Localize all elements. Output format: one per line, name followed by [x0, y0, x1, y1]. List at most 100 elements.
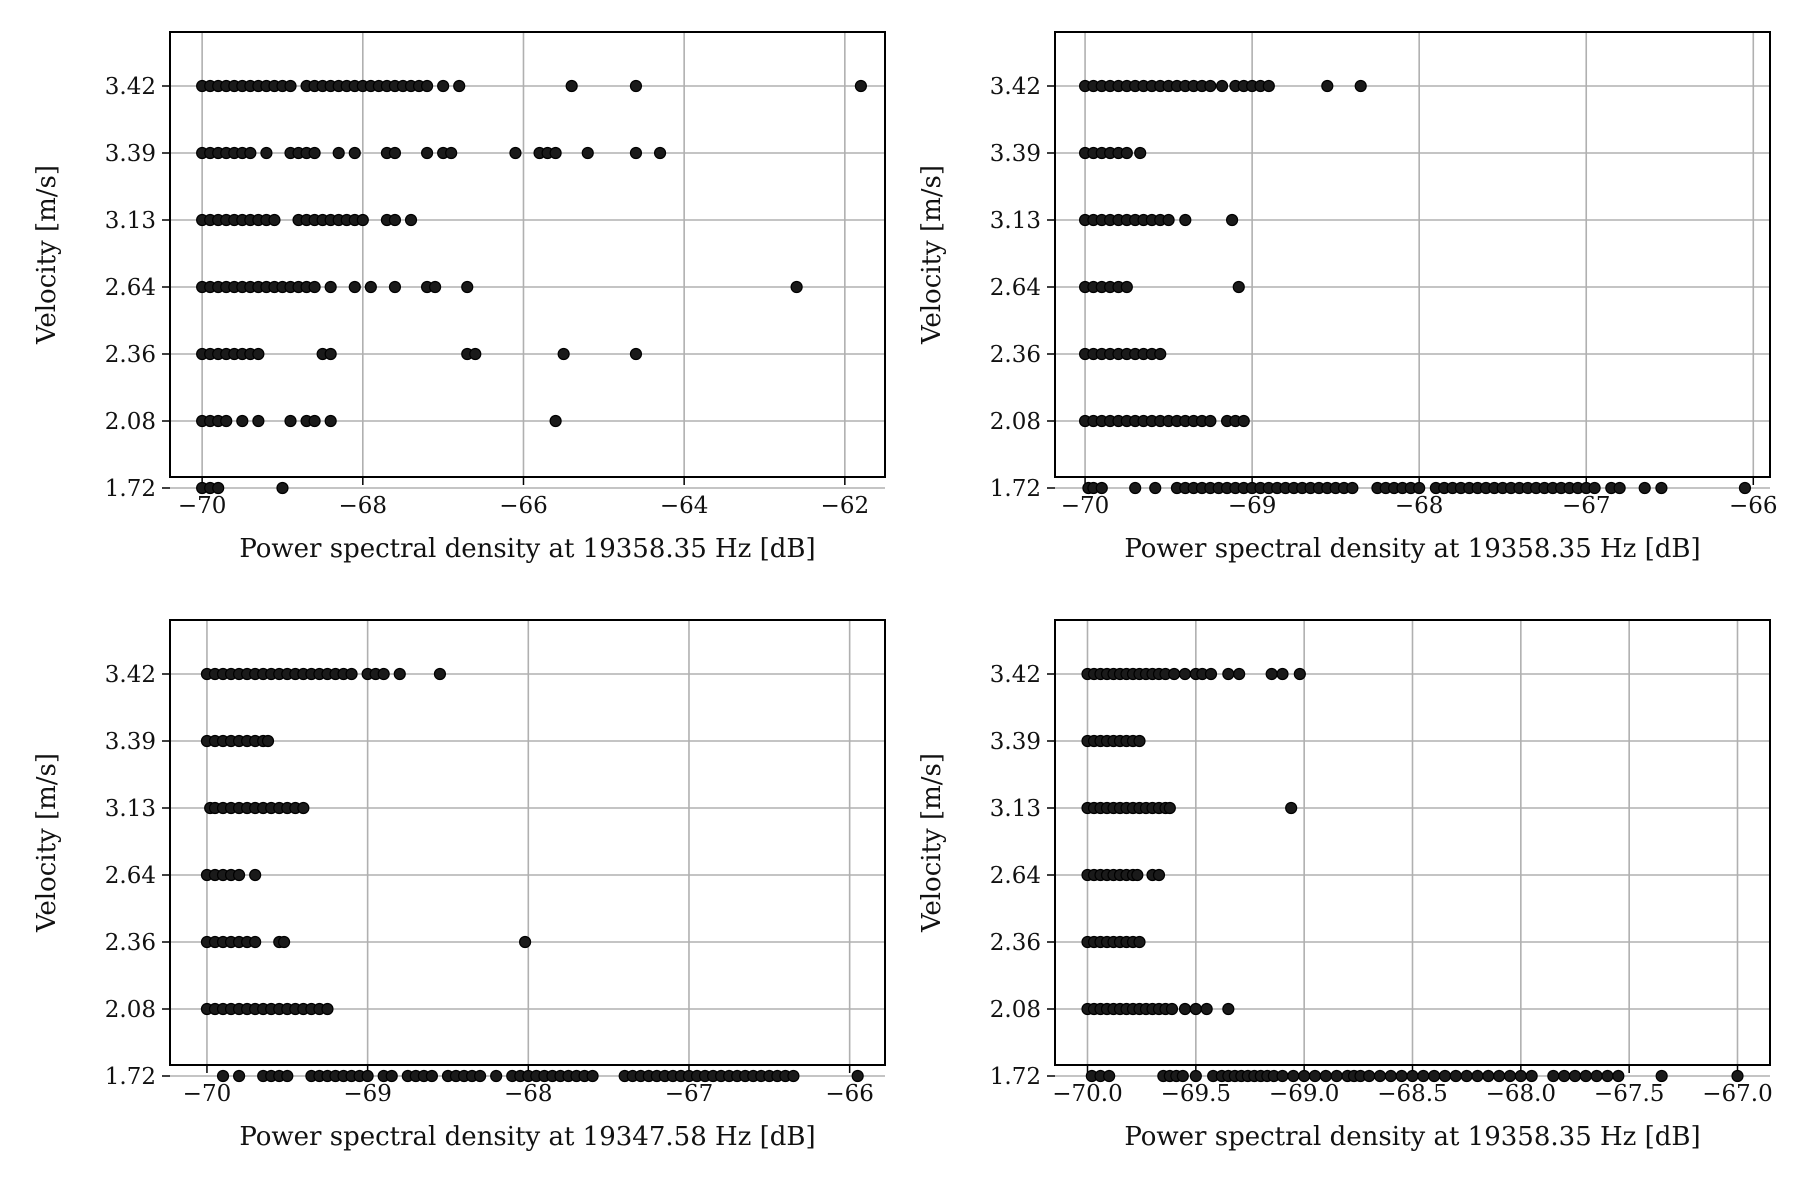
data-point: [453, 79, 466, 93]
x-axis-label: Power spectral density at 19358.35 Hz [d…: [239, 534, 815, 564]
data-point: [1189, 1002, 1202, 1016]
data-point: [1293, 667, 1306, 681]
data-point: [308, 146, 321, 160]
data-point: [377, 667, 390, 681]
x-tick-label: −68: [339, 493, 388, 519]
data-point: [1134, 146, 1147, 160]
x-tick-label: −70: [183, 1081, 232, 1107]
data-point: [212, 481, 225, 495]
data-point: [1460, 1069, 1473, 1083]
y-tick-label: 3.13: [990, 208, 1041, 234]
data-point: [1133, 935, 1146, 949]
data-point: [249, 935, 262, 949]
data-point: [1558, 1069, 1571, 1083]
data-point: [557, 347, 570, 361]
data-point: [260, 146, 273, 160]
data-point: [586, 1069, 599, 1083]
y-tick-label: 3.42: [105, 74, 156, 100]
data-point: [1373, 1069, 1387, 1083]
data-point: [433, 667, 447, 681]
data-point: [324, 414, 337, 428]
data-point: [1655, 481, 1668, 495]
data-point: [1276, 667, 1289, 681]
data-point: [393, 667, 406, 681]
x-tick-label: −67: [1562, 493, 1611, 519]
data-point: [1449, 1069, 1462, 1083]
y-tick-label: 1.72: [990, 476, 1041, 502]
y-axis-label: Velocity [m/s]: [917, 753, 947, 933]
y-tick-label: 1.72: [105, 1064, 156, 1090]
y-tick-label: 3.42: [990, 74, 1041, 100]
data-point: [461, 280, 474, 294]
x-tick-label: −69.0: [1269, 1081, 1339, 1107]
data-point: [1162, 213, 1175, 227]
data-point: [1612, 1069, 1625, 1083]
data-point: [1225, 213, 1239, 227]
data-point: [629, 79, 643, 93]
x-tick-label: −70: [178, 493, 227, 519]
data-point: [308, 280, 321, 294]
data-point: [490, 1069, 503, 1083]
data-point: [851, 1069, 864, 1083]
y-tick-label: 1.72: [990, 1064, 1041, 1090]
data-point: [1601, 1069, 1614, 1083]
data-point: [1129, 481, 1142, 495]
x-tick-label: −67.0: [1702, 1081, 1772, 1107]
axes-frame: [1054, 619, 1771, 1066]
data-point: [629, 347, 643, 361]
data-point: [790, 280, 803, 294]
data-point: [1176, 1069, 1189, 1083]
data-point: [518, 935, 532, 949]
x-tick-label: −69.5: [1161, 1081, 1231, 1107]
x-tick-label: −69: [343, 1081, 392, 1107]
data-point: [429, 280, 442, 294]
data-point: [1163, 801, 1176, 815]
data-point: [565, 79, 578, 93]
data-point: [1200, 1002, 1213, 1016]
y-tick-label: 2.08: [990, 997, 1041, 1023]
y-tick-label: 3.39: [990, 729, 1041, 755]
data-point: [1590, 1069, 1603, 1083]
data-point: [216, 1069, 230, 1083]
y-axis-label: Velocity [m/s]: [32, 165, 62, 345]
data-point: [1179, 213, 1192, 227]
data-point: [1319, 1069, 1332, 1083]
data-point: [474, 1069, 487, 1083]
data-point: [348, 146, 361, 160]
data-point: [277, 935, 291, 949]
data-point: [1222, 667, 1235, 681]
data-point: [236, 414, 249, 428]
data-point: [244, 146, 257, 160]
data-point: [1131, 868, 1144, 882]
data-point: [1276, 1069, 1289, 1083]
data-point: [1363, 1069, 1376, 1083]
chart-panel-4: −70.0 −69.5 −69.0 −68.5 −68.0 −67.5 −67.0 1.72 2…: [917, 619, 1773, 1152]
data-point: [1568, 1069, 1582, 1083]
data-point: [1330, 1069, 1343, 1083]
data-point: [276, 481, 289, 495]
chart-panel-3: −70 −69 −68 −67 −66 1.72 2.08 2.36 2.64 3.13 3.39 3…: [32, 619, 886, 1152]
axes-frame: [169, 619, 886, 1066]
data-point: [332, 146, 345, 160]
data-point: [1438, 1069, 1452, 1083]
y-tick-label: 3.39: [990, 141, 1041, 167]
data-point: [324, 347, 337, 361]
data-point: [249, 868, 262, 882]
data-point: [1133, 734, 1146, 748]
data-point: [1178, 667, 1192, 681]
data-point: [361, 1069, 374, 1083]
y-axis-label: Velocity [m/s]: [917, 165, 947, 345]
y-axis-label: Velocity [m/s]: [32, 753, 62, 933]
data-point: [1215, 79, 1229, 93]
x-tick-label: −67: [665, 1081, 714, 1107]
y-tick-label: 3.13: [105, 208, 156, 234]
data-point: [1152, 868, 1166, 882]
x-tick-label: −66: [1729, 493, 1778, 519]
data-point: [1262, 79, 1275, 93]
data-point: [324, 280, 337, 294]
data-point: [1417, 1069, 1430, 1083]
data-point: [420, 79, 434, 93]
data-point: [1168, 667, 1181, 681]
data-point: [364, 280, 377, 294]
